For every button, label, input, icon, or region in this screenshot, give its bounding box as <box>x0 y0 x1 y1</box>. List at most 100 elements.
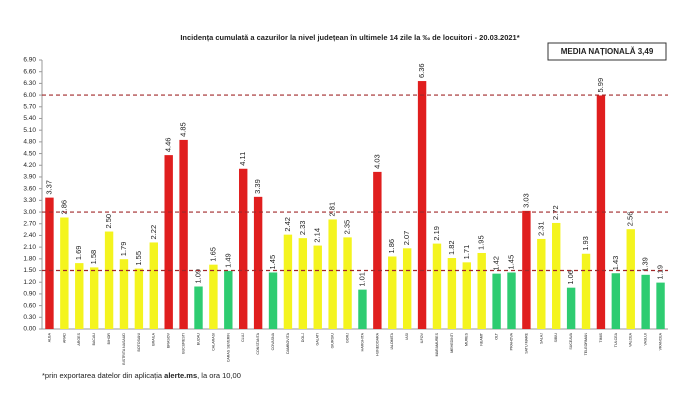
x-tick-label: ILFOV <box>420 332 424 343</box>
x-tick-label: ALBA <box>47 332 51 342</box>
bar <box>343 237 352 329</box>
value-label: 2.72 <box>551 205 560 220</box>
y-tick-label: 3.90 <box>23 174 36 181</box>
x-tick-label: BRASOV <box>167 332 171 348</box>
value-label: 2.42 <box>283 217 292 232</box>
value-label: 2.81 <box>328 202 337 217</box>
footnote-part: alerte.ms <box>164 371 197 380</box>
bar <box>462 262 471 329</box>
x-tick-label: GIURGIU <box>331 333 335 349</box>
y-tick-label: 4.80 <box>23 139 36 146</box>
bar <box>566 287 576 329</box>
x-tick-label: IALOMITA <box>390 332 394 349</box>
bar <box>447 258 457 329</box>
value-label: 1.71 <box>462 245 471 260</box>
bar <box>283 234 293 329</box>
value-label: 1.42 <box>492 256 501 271</box>
value-label: 1.65 <box>208 247 217 262</box>
value-label: 2.35 <box>343 220 352 235</box>
value-label: 5.99 <box>596 78 605 93</box>
bar <box>492 273 501 329</box>
value-label: 3.39 <box>253 179 262 194</box>
bar <box>432 243 442 329</box>
x-tick-label: BUZAU <box>196 333 200 346</box>
y-tick-label: 5.10 <box>23 127 36 134</box>
value-label: 1.19 <box>656 265 665 280</box>
x-tick-label: GALATI <box>316 333 320 346</box>
y-tick-label: 6.00 <box>23 92 36 99</box>
bar <box>149 242 158 329</box>
y-tick-label: 1.80 <box>23 256 36 263</box>
bar <box>89 267 99 329</box>
y-tick-label: 6.90 <box>23 57 36 64</box>
bar <box>164 155 173 329</box>
value-label: 1.95 <box>477 235 486 250</box>
value-label: 4.03 <box>372 154 381 169</box>
y-tick-label: 0.00 <box>23 326 36 333</box>
value-label: 2.86 <box>59 200 68 215</box>
value-label: 2.22 <box>149 225 158 240</box>
x-tick-label: CONSTANTA <box>256 332 260 354</box>
value-label: 1.82 <box>447 240 456 255</box>
x-tick-label: BACAU <box>92 333 96 346</box>
x-tick-label: ARAD <box>62 333 66 343</box>
value-label: 1.55 <box>134 251 143 266</box>
x-tick-label: BISTRITA NASAUD <box>122 333 126 365</box>
value-label: 3.03 <box>521 193 530 208</box>
y-tick-label: 5.70 <box>23 104 36 111</box>
value-label: 2.07 <box>402 231 411 246</box>
y-tick-label: 3.30 <box>23 197 36 204</box>
y-tick-label: 4.20 <box>23 162 36 169</box>
bar <box>537 238 546 329</box>
value-label: 1.79 <box>119 242 128 257</box>
bar <box>477 252 486 329</box>
x-tick-label: VRANCEA <box>659 332 663 350</box>
y-tick-label: 3.00 <box>23 209 36 216</box>
bar <box>313 245 322 329</box>
x-tick-label: BOTOSANI <box>137 333 141 352</box>
value-label: 1.93 <box>581 236 590 251</box>
x-tick-label: CLUJ <box>241 333 245 342</box>
x-tick-label: VALCEA <box>629 332 633 347</box>
value-label: 2.31 <box>536 221 545 236</box>
bar <box>209 264 218 329</box>
footnote: *prin exportarea datelor din aplicația a… <box>42 371 241 380</box>
x-tick-label: SUCEAVA <box>569 332 573 349</box>
bar <box>224 270 233 329</box>
x-tick-label: MARAMURES <box>435 332 439 356</box>
x-tick-label: CARAS SEVERIN <box>226 333 230 363</box>
x-tick-label: IASI <box>405 333 409 340</box>
bar <box>45 197 54 329</box>
value-label: 1.49 <box>223 253 232 268</box>
x-tick-label: SIBIU <box>554 333 558 343</box>
y-tick-label: 4.50 <box>23 150 36 157</box>
value-label: 1.45 <box>268 255 277 270</box>
bar <box>194 286 203 329</box>
bar <box>253 196 263 329</box>
y-tick-label: 0.90 <box>23 291 36 298</box>
y-tick-label: 3.60 <box>23 185 36 192</box>
y-tick-label: 1.20 <box>23 279 36 286</box>
x-tick-label: DOLJ <box>301 333 305 342</box>
x-tick-label: MEHEDINTI <box>450 333 454 353</box>
bar <box>75 263 84 329</box>
y-tick-label: 0.60 <box>23 302 36 309</box>
bar <box>358 289 367 329</box>
value-label: 1.09 <box>193 269 202 284</box>
x-tick-label: HARGHITA <box>360 332 364 351</box>
value-label: 1.45 <box>506 255 515 270</box>
y-tick-label: 1.50 <box>23 267 36 274</box>
x-tick-label: CALARASI <box>211 333 215 351</box>
bar <box>388 256 397 329</box>
x-tick-label: TIMIS <box>599 332 603 342</box>
x-tick-label: SALAJ <box>539 333 543 344</box>
y-tick-label: 5.40 <box>23 115 36 122</box>
bar <box>179 139 188 329</box>
value-label: 4.46 <box>164 138 173 153</box>
bar <box>373 171 382 329</box>
bar <box>402 248 412 329</box>
annotation: MEDIA NAȚIONALĂ 3,49 <box>561 47 654 56</box>
bar <box>656 282 665 329</box>
x-tick-label: MURES <box>465 332 469 346</box>
